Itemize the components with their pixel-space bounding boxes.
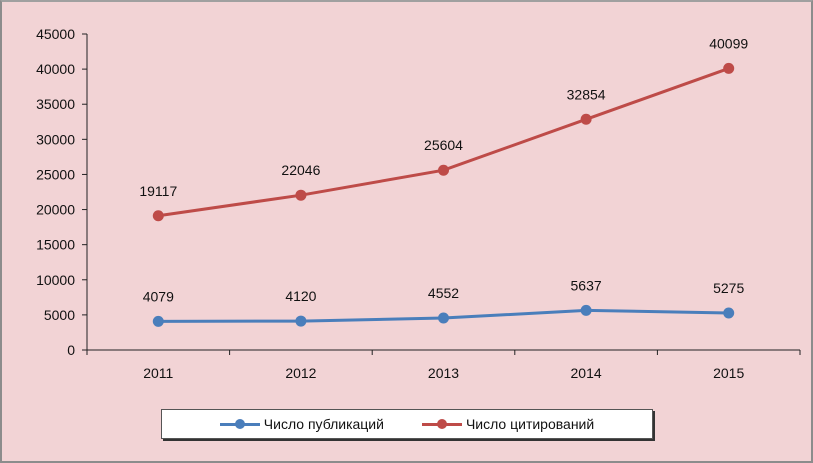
x-tick-label: 2015 bbox=[713, 365, 744, 381]
data-point bbox=[152, 315, 164, 327]
x-tick-label: 2012 bbox=[285, 365, 316, 381]
legend-label: Число публикаций bbox=[263, 416, 384, 432]
data-label: 4552 bbox=[428, 285, 459, 301]
data-label: 4120 bbox=[285, 288, 316, 304]
data-label: 22046 bbox=[281, 162, 320, 178]
data-label: 32854 bbox=[567, 86, 606, 102]
data-point bbox=[580, 304, 592, 316]
x-tick-label: 2013 bbox=[428, 365, 459, 381]
data-point bbox=[723, 307, 735, 319]
data-point bbox=[438, 164, 449, 176]
data-label: 25604 bbox=[424, 137, 463, 153]
y-tick-label: 25000 bbox=[36, 166, 75, 182]
data-point bbox=[152, 210, 164, 222]
y-tick-label: 15000 bbox=[36, 237, 75, 253]
data-point bbox=[295, 315, 307, 327]
data-label: 19117 bbox=[139, 183, 177, 199]
legend-marker bbox=[219, 418, 260, 429]
y-tick-label: 5000 bbox=[44, 307, 75, 323]
data-label: 5275 bbox=[713, 280, 744, 296]
legend-marker bbox=[421, 418, 462, 429]
y-tick-label: 30000 bbox=[36, 131, 75, 147]
legend-label: Число цитирований bbox=[465, 416, 595, 432]
y-tick-label: 10000 bbox=[36, 272, 75, 288]
data-label: 40099 bbox=[709, 35, 748, 51]
y-tick-label: 0 bbox=[67, 342, 75, 358]
data-point bbox=[438, 312, 449, 324]
y-tick-label: 20000 bbox=[36, 202, 75, 218]
y-tick-label: 35000 bbox=[36, 96, 75, 112]
legend: Число публикаций Число цитирований bbox=[161, 409, 653, 439]
legend-item: Число публикаций bbox=[219, 416, 384, 432]
y-tick-label: 45000 bbox=[36, 26, 75, 42]
data-point bbox=[723, 62, 735, 74]
x-tick-label: 2014 bbox=[571, 365, 602, 381]
y-tick-label: 40000 bbox=[36, 61, 75, 77]
x-tick-label: 2011 bbox=[143, 365, 173, 381]
data-point bbox=[295, 189, 307, 201]
data-label: 5637 bbox=[571, 277, 602, 293]
legend-item: Число цитирований bbox=[421, 416, 595, 432]
data-point bbox=[580, 113, 592, 125]
data-label: 4079 bbox=[143, 288, 174, 304]
